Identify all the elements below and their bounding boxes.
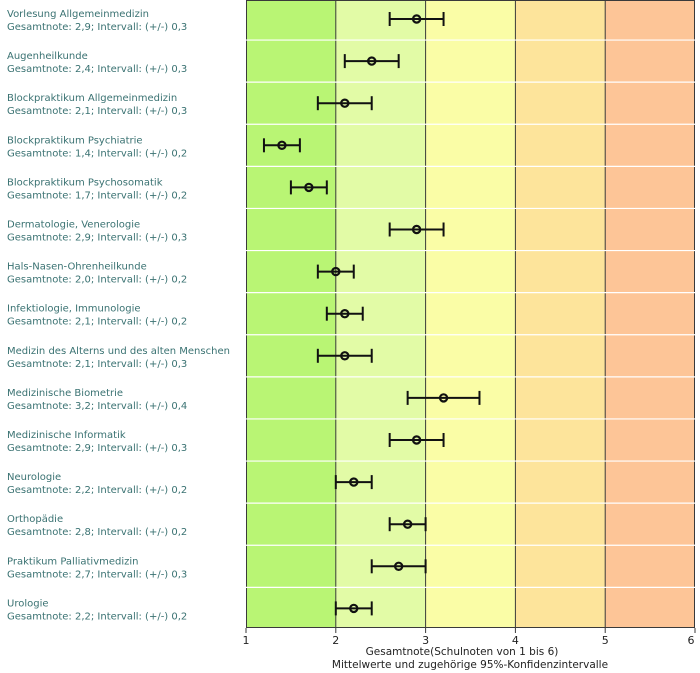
x-tick-label: 6 [688,634,695,647]
mean-point [411,14,422,24]
row-label-name: Medizin des Alterns und des alten Mensch… [7,346,230,357]
mean-point [367,56,377,66]
x-tick-label: 1 [243,634,250,647]
mean-point [349,477,359,487]
row-label-stat: Gesamtnote: 2,1; Intervall: (+/-) 0,2 [7,317,187,328]
row-label-name: Blockpraktikum Psychosomatik [7,177,163,188]
grade-band-5 [605,0,695,628]
row-label-name: Medizinische Biometrie [7,388,123,399]
row-label-stat: Gesamtnote: 1,4; Intervall: (+/-) 0,2 [7,148,187,159]
row-label-stat: Gesamtnote: 1,7; Intervall: (+/-) 0,2 [7,190,187,201]
x-axis: 1 2 3 4 5 6 [243,628,696,647]
grade-band-1 [246,0,336,628]
mean-point [340,98,350,108]
row-label-name: Orthopädie [7,514,63,525]
mean-point [402,519,413,529]
row-label-name: Medizinische Informatik [7,430,126,441]
grade-band-3 [425,0,516,628]
mean-point [340,309,350,319]
mean-point [331,266,341,277]
mean-point [438,393,449,403]
mean-point [411,435,422,445]
row-label-stat: Gesamtnote: 3,2; Intervall: (+/-) 0,4 [7,401,187,412]
row-label-stat: Gesamtnote: 2,8; Intervall: (+/-) 0,2 [7,527,187,538]
mean-point [411,224,422,235]
x-tick-label: 3 [422,634,429,647]
x-tick-label: 5 [602,634,609,647]
row-label-stat: Gesamtnote: 2,4; Intervall: (+/-) 0,3 [7,64,187,75]
row-label-name: Vorlesung Allgemeinmedizin [7,9,149,20]
row-label-stat: Gesamtnote: 2,9; Intervall: (+/-) 0,3 [7,22,187,33]
row-label-name: Dermatologie, Venerologie [7,220,140,231]
row-label-stat: Gesamtnote: 2,2; Intervall: (+/-) 0,2 [7,611,187,622]
row-label-stat: Gesamtnote: 2,0; Intervall: (+/-) 0,2 [7,275,187,286]
grade-bands [246,0,695,628]
row-label-name: Praktikum Palliativmedizin [7,556,139,567]
mean-point [340,351,350,361]
row-label-stat: Gesamtnote: 2,9; Intervall: (+/-) 0,3 [7,233,187,244]
row-label-name: Blockpraktikum Allgemeinmedizin [7,93,177,104]
row-label-stat: Gesamtnote: 2,2; Intervall: (+/-) 0,2 [7,485,187,496]
data-marks [262,12,481,616]
grade-band-4 [515,0,606,628]
row-label-name: Hals-Nasen-Ohrenheilkunde [7,262,147,273]
x-axis-sublabel: Mittelwerte und zugehörige 95%-Konfidenz… [332,659,608,671]
row-label-stat: Gesamtnote: 2,9; Intervall: (+/-) 0,3 [7,443,187,454]
row-label-stat: Gesamtnote: 2,1; Intervall: (+/-) 0,3 [7,359,187,370]
mean-point [277,140,287,150]
x-tick-label: 2 [332,634,339,647]
row-label-name: Neurologie [7,472,61,483]
row-label-name: Augenheilkunde [7,51,88,62]
x-axis-label: Gesamtnote(Schulnoten von 1 bis 6) [366,646,559,658]
row-label-name: Urologie [7,598,49,609]
row-labels: Vorlesung Allgemeinmedizin Gesamtnote: 2,… [7,9,230,622]
row-label-name: Infektiologie, Immunologie [7,304,141,315]
row-label-stat: Gesamtnote: 2,7; Intervall: (+/-) 0,3 [7,569,187,580]
plot-frame [246,0,695,628]
row-label-name: Blockpraktikum Psychiatrie [7,135,143,146]
row-label-stat: Gesamtnote: 2,1; Intervall: (+/-) 0,3 [7,106,187,117]
mean-point [349,603,359,614]
mean-point [304,182,314,193]
mean-point [393,561,404,572]
x-tick-label: 4 [512,634,519,647]
